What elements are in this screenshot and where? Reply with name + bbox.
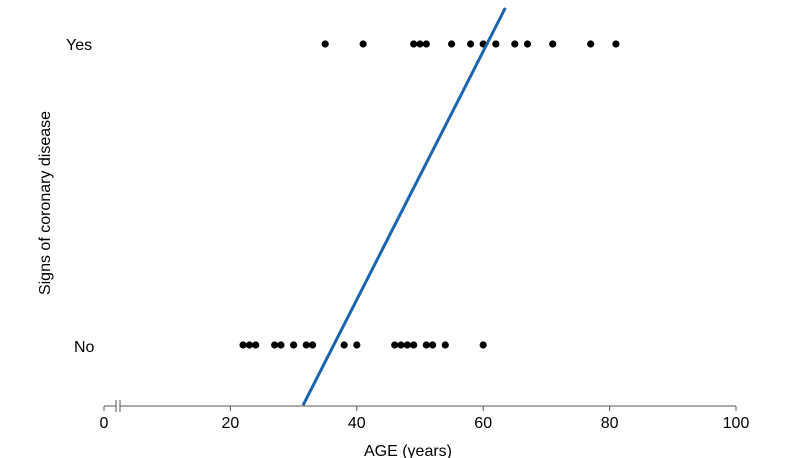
x-tick-label: 100 [723,415,750,432]
category-labels: Yes No [66,37,95,356]
data-point-yes [523,40,532,48]
data-point-yes [549,40,557,48]
x-tick-label: 0 [100,415,109,432]
data-point-yes [587,40,595,48]
data-point-no [245,341,253,349]
data-point-no [391,341,399,349]
data-point-yes [466,40,475,48]
data-point-no [441,341,449,349]
data-point-no [271,341,279,349]
data-point-no [410,341,418,349]
x-ticks: 0 20 40 60 80 100 [100,406,750,432]
axis-break-icon [115,400,121,412]
data-point-yes [321,40,329,48]
data-point-no [340,341,348,349]
data-point-no [397,341,405,349]
data-points [239,40,620,349]
data-point-yes [422,40,430,48]
x-tick-label: 40 [348,415,366,432]
data-point-no [302,341,310,349]
data-point-yes [612,40,620,48]
data-point-no [422,341,430,349]
fit-line [301,7,507,406]
data-point-yes [511,40,519,48]
data-point-no [479,341,487,349]
data-point-yes [448,40,456,48]
x-tick-label: 20 [222,415,240,432]
y-category-yes: Yes [66,37,92,54]
x-axis-title: AGE (years) [364,443,452,458]
data-point-yes [410,40,418,48]
x-axis [104,400,736,412]
data-point-no [277,341,285,349]
y-category-no: No [74,339,95,356]
data-point-yes [492,40,500,48]
x-tick-label: 60 [474,415,492,432]
data-point-yes [359,40,367,48]
data-point-no [429,341,437,349]
data-point-no [308,341,317,349]
data-point-no [403,341,411,349]
y-axis-title: Signs of coronary disease [37,111,54,295]
data-point-no [239,341,247,349]
data-point-yes [416,40,424,48]
data-point-no [353,341,361,349]
x-tick-label: 80 [601,415,619,432]
data-point-no [290,341,298,349]
data-point-no [252,341,260,349]
